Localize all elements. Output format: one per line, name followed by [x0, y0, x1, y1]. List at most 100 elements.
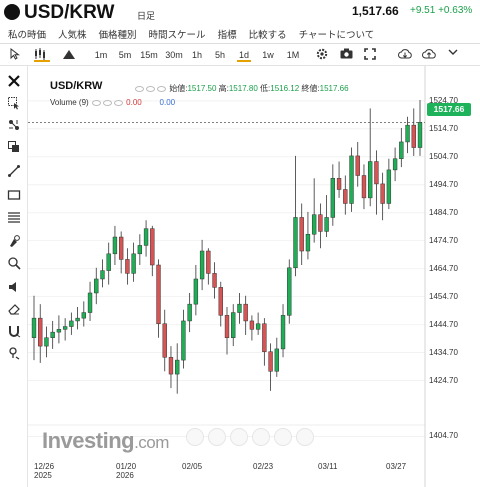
candle-down: [299, 217, 304, 252]
y-tick-label: 1474.70: [429, 235, 458, 245]
x-tick-label: 03/27: [386, 462, 407, 471]
candle-up: [56, 329, 62, 333]
timeframe-1d[interactable]: 1d: [237, 50, 251, 62]
reset-icon[interactable]: [230, 428, 248, 446]
candle-down: [343, 189, 348, 204]
flag-icon: [4, 4, 20, 20]
price-chart[interactable]: [28, 66, 480, 487]
rectangle-tool-icon[interactable]: [7, 188, 21, 202]
scroll-right-icon[interactable]: [274, 428, 292, 446]
candle-up: [392, 158, 398, 171]
zoom-tool-icon[interactable]: [7, 256, 21, 270]
tab-popular[interactable]: 人気株: [58, 29, 87, 41]
x-tick-label: 02/23: [253, 462, 274, 471]
candle-up: [324, 217, 329, 232]
high-label: 高:: [218, 84, 229, 93]
cloud-download-icon[interactable]: [398, 48, 412, 62]
tab-price-type[interactable]: 価格種別: [98, 29, 137, 41]
candle-up: [187, 303, 192, 322]
candle-up: [193, 278, 199, 305]
candle-up: [143, 228, 149, 246]
y-tick-label: 1494.70: [429, 179, 458, 189]
copy-tool-icon[interactable]: [7, 140, 21, 154]
timeframe-1w[interactable]: 1w: [262, 50, 274, 60]
open-value: 1517.50: [187, 84, 217, 93]
y-tick-label: 1404.70: [429, 431, 458, 441]
fibonacci-tool-icon[interactable]: [7, 210, 21, 224]
close-icon[interactable]: [7, 74, 21, 88]
y-tick-label: 1514.70: [429, 123, 458, 133]
candle-down: [380, 183, 385, 204]
candle-up: [311, 214, 317, 235]
cursor-icon[interactable]: [10, 48, 22, 62]
settings-small-icon[interactable]: [146, 85, 155, 92]
timeframe-15m[interactable]: 15m: [140, 50, 158, 60]
y-tick-label: 1464.70: [429, 263, 458, 273]
tab-time-scale[interactable]: 時間スケール: [148, 29, 206, 41]
timeframe-1m[interactable]: 1m: [94, 50, 108, 60]
candle-up: [231, 312, 236, 338]
candle-down: [150, 228, 155, 266]
tab-about-chart[interactable]: チャートについて: [298, 29, 375, 41]
timeframe-5h[interactable]: 5h: [214, 50, 225, 60]
chart-navigation: [186, 428, 326, 446]
trendline-tool-icon[interactable]: [7, 164, 21, 178]
candle-up: [131, 253, 136, 274]
candle-up: [349, 155, 354, 204]
high-value: 1517.80: [228, 84, 258, 93]
candle-up: [330, 178, 336, 218]
candle-down: [224, 315, 230, 338]
candle-down: [268, 351, 273, 372]
close-label: 終値:: [301, 84, 320, 93]
timeframe-1M[interactable]: 1M: [286, 50, 300, 60]
candle-down: [125, 259, 130, 274]
eye-icon[interactable]: [91, 99, 101, 106]
candle-up: [44, 337, 49, 347]
zoom-in-icon[interactable]: [252, 428, 270, 446]
ohlc-legend: 始値:1517.50 高:1517.80 低:1516.12 終値:1517.6…: [134, 83, 349, 94]
y-tick-label: 1484.70: [429, 207, 458, 217]
camera-icon[interactable]: [340, 48, 354, 62]
eraser-tool-icon[interactable]: [7, 302, 21, 316]
tab-compare[interactable]: 比較する: [248, 29, 287, 41]
drawing-tools-sidebar: [0, 66, 28, 487]
y-tick-label: 1524.70: [429, 95, 458, 105]
candle-up: [405, 124, 410, 143]
open-label: 始値:: [169, 84, 188, 93]
close-small-icon[interactable]: [113, 99, 123, 106]
tab-indicators[interactable]: 指標: [217, 29, 237, 41]
close-small-icon[interactable]: [157, 85, 166, 92]
candle-up: [94, 278, 99, 294]
tab-my-quotes[interactable]: 私の時価: [8, 29, 47, 41]
candle-up: [274, 348, 279, 372]
measure-tool-icon[interactable]: [7, 118, 21, 132]
chart-toolbar: 1m 5m 15m 30m 1h 5h 1d 1w 1M: [0, 44, 480, 66]
sound-icon[interactable]: [7, 280, 21, 294]
candle-up: [100, 270, 105, 280]
candle-down: [374, 161, 379, 185]
scroll-left-icon[interactable]: [186, 428, 204, 446]
go-latest-icon[interactable]: [296, 428, 314, 446]
fullscreen-icon[interactable]: [364, 48, 378, 62]
candle-down: [361, 175, 367, 199]
settings-icon[interactable]: [316, 48, 330, 62]
price-change: +9.51 +0.63%: [410, 5, 473, 16]
settings-small-icon[interactable]: [102, 99, 112, 106]
candles-chart-icon[interactable]: [34, 48, 50, 62]
lock-tool-icon[interactable]: [7, 346, 21, 360]
magnet-tool-icon[interactable]: [7, 324, 21, 338]
cloud-upload-icon[interactable]: [422, 48, 436, 62]
zoom-out-icon[interactable]: [208, 428, 226, 446]
candle-up: [255, 323, 261, 330]
candle-down: [168, 357, 174, 375]
area-chart-icon[interactable]: [62, 48, 76, 62]
chevron-down-icon[interactable]: [448, 48, 462, 62]
x-tick-label: 02/05: [182, 462, 203, 471]
brush-tool-icon[interactable]: [7, 234, 21, 248]
candle-down: [156, 264, 161, 324]
timeframe-30m[interactable]: 30m: [165, 50, 183, 60]
select-tool-icon[interactable]: [7, 96, 21, 110]
timeframe-5m[interactable]: 5m: [118, 50, 132, 60]
eye-icon[interactable]: [135, 85, 144, 92]
timeframe-1h[interactable]: 1h: [191, 50, 202, 60]
